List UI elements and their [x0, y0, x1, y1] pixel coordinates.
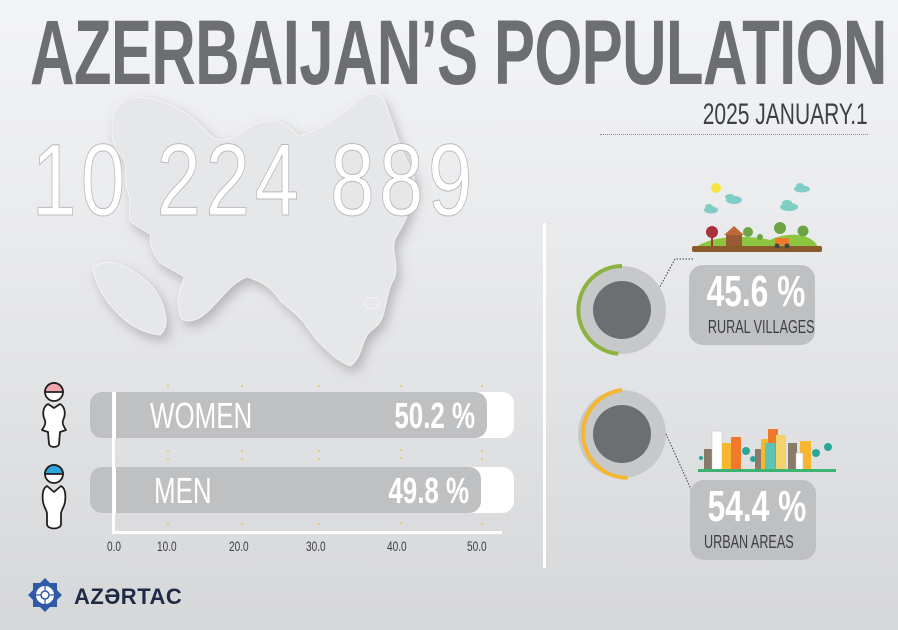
tick-guide: [318, 458, 320, 460]
city-skyline-icon: [698, 429, 836, 472]
chart-y-axis: [112, 392, 115, 532]
tick-guide: [167, 385, 169, 387]
bar-women: WOMEN 50.2 %: [90, 392, 514, 438]
tick-guide: [241, 458, 243, 460]
tick-guide: [318, 523, 320, 525]
azerbaijan-map-silhouette: [91, 93, 415, 367]
tick-guide: [400, 457, 402, 459]
tick-guide: [318, 385, 320, 387]
tick-guide: [318, 450, 320, 452]
bar-label-men: MEN: [154, 470, 212, 511]
connector-line: [655, 258, 693, 295]
farm-landscape-icon: [692, 183, 822, 252]
tick-guide: [481, 450, 483, 452]
man-icon: [41, 464, 67, 530]
bar-value-women: 50.2 %: [394, 395, 475, 436]
rural-percentage: 45.6 %: [706, 267, 806, 316]
tick-guide: [241, 450, 243, 452]
section-divider: [543, 223, 546, 568]
tick-guide: [400, 385, 402, 387]
bar-fill-women: WOMEN 50.2 %: [116, 392, 487, 438]
tick-guide: [481, 523, 483, 525]
population-total: 10 224 889: [32, 123, 477, 237]
bar-label-women: WOMEN: [150, 395, 253, 436]
bar-men: MEN 49.8 %: [90, 467, 514, 513]
date-divider: [600, 134, 868, 135]
date-label: 2025 JANUARY.1: [702, 98, 868, 131]
tick-label: 0.0: [107, 538, 122, 554]
tick-label: 50.0: [467, 538, 487, 554]
urban-percentage: 54.4 %: [707, 482, 807, 531]
tick-guide: [167, 523, 169, 525]
tick-guide: [241, 523, 243, 525]
tick-guide: [400, 449, 402, 451]
tick-guide: [400, 522, 402, 524]
tick-guide: [167, 458, 169, 460]
bar-fill-men: MEN 49.8 %: [116, 467, 481, 513]
tick-label: 30.0: [306, 538, 326, 554]
bar-value-men: 49.8 %: [388, 470, 469, 511]
rural-stat-card: 45.6 % RURAL VILLAGES: [689, 265, 815, 345]
page-title: AZERBAIJAN’S POPULATION: [30, 2, 887, 104]
tick-guide: [481, 458, 483, 460]
tick-label: 10.0: [157, 538, 177, 554]
rural-label: RURAL VILLAGES: [707, 317, 815, 337]
urban-donut: [578, 388, 666, 480]
woman-icon: [41, 382, 67, 448]
tick-guide: [481, 385, 483, 387]
chart-x-axis: [112, 531, 502, 534]
rural-donut: [576, 264, 666, 356]
tick-guide: [241, 385, 243, 387]
azertac-logo-text: AZƏRTAC: [74, 584, 183, 609]
tick-label: 40.0: [387, 538, 407, 554]
azertac-logo-icon: [28, 578, 62, 612]
tick-label: 20.0: [229, 538, 249, 554]
bar-stub: [90, 392, 112, 438]
urban-stat-card: 54.4 % URBAN AREAS: [690, 480, 816, 560]
urban-label: URBAN AREAS: [704, 532, 794, 552]
bar-stub: [90, 467, 112, 513]
tick-guide: [167, 450, 169, 452]
